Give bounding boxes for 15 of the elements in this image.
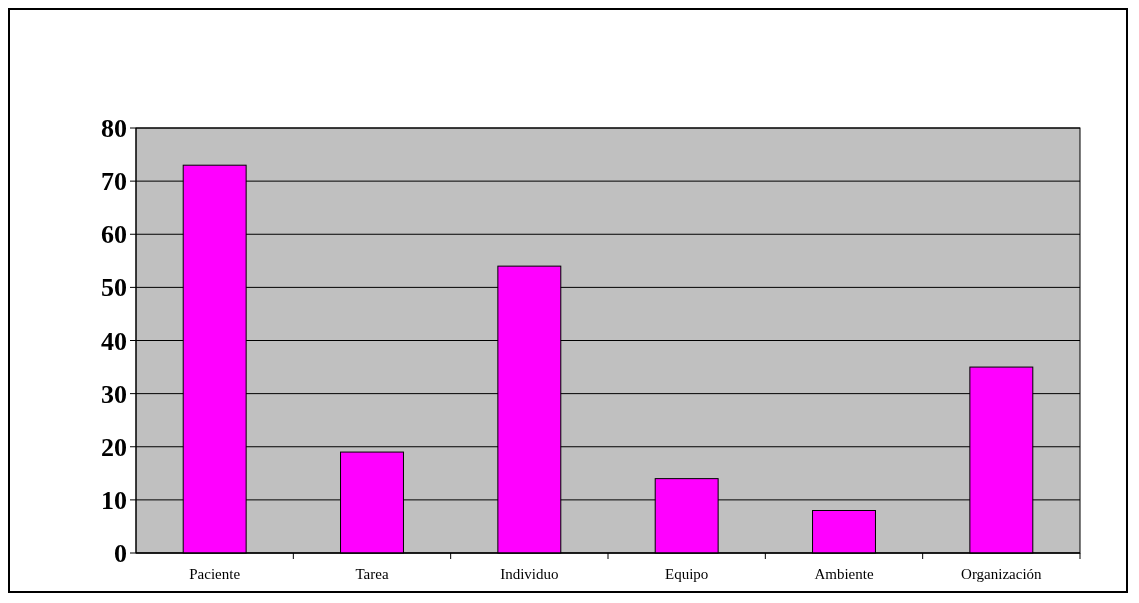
x-tick-label: Individuo bbox=[500, 566, 559, 582]
x-tick-label: Tarea bbox=[355, 566, 389, 582]
x-tick-label: Organización bbox=[961, 566, 1043, 582]
y-tick-label: 50 bbox=[101, 273, 127, 303]
y-tick-label: 70 bbox=[101, 167, 127, 197]
y-tick-label: 30 bbox=[101, 379, 127, 409]
y-tick-label: 10 bbox=[101, 485, 127, 515]
y-tick-label: 0 bbox=[114, 539, 127, 569]
x-tick-label: Equipo bbox=[664, 566, 709, 582]
y-tick-label: 80 bbox=[101, 114, 127, 144]
y-tick-label: 20 bbox=[101, 432, 127, 462]
y-tick-label: 60 bbox=[101, 220, 127, 250]
x-tick-label: Ambiente bbox=[814, 566, 874, 582]
x-tick-label: Paciente bbox=[189, 566, 241, 582]
y-tick-label: 40 bbox=[101, 326, 127, 356]
